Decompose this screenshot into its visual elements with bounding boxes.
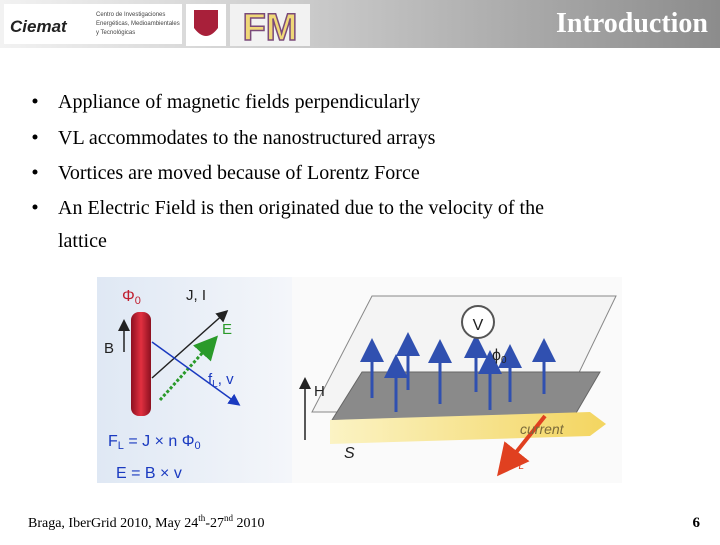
slide-title: Introduction: [556, 8, 708, 39]
sample-label: S: [344, 445, 355, 462]
voltmeter-label: V: [473, 317, 484, 334]
bullet-dot: [32, 98, 38, 104]
right-figure: V ϕ0 H current S fL: [292, 277, 622, 483]
h-label: H: [314, 383, 325, 400]
current-label: current: [520, 421, 565, 437]
force-label: fL, v: [208, 371, 234, 390]
force-label: fL: [514, 453, 524, 472]
bullet: Vortices are moved because of Lorentz Fo…: [58, 162, 420, 184]
formula-2: E = B × v: [116, 465, 182, 482]
arrow-e: [158, 335, 219, 402]
arrow-f: [151, 341, 241, 406]
bullet-dot: [32, 204, 38, 210]
flux-label: Φ0: [122, 288, 141, 307]
bullet: Appliance of magnetic fields perpendicul…: [58, 91, 420, 113]
flux-arrows: [360, 332, 556, 412]
page-number: 6: [693, 515, 701, 531]
bullet: An Electric Field is then originated due…: [58, 197, 544, 219]
fm-logo: FM: [243, 7, 298, 49]
left-figure: Φ0 J, I E B fL, v FL = J × n Φ0 E = B × …: [97, 277, 292, 483]
arrow-force: [497, 414, 547, 477]
bullet: lattice: [58, 230, 107, 252]
arrow-j: [151, 310, 229, 379]
bullet-list: Appliance of magnetic fields perpendicul…: [32, 91, 544, 252]
bullet: VL accommodates to the nanostructured ar…: [58, 127, 436, 149]
flux-label: ϕ0: [492, 347, 507, 366]
logo-name: Ciemat: [10, 17, 68, 36]
vortex-rod: [131, 312, 151, 416]
logo-box: [4, 4, 182, 44]
crest: [194, 10, 218, 36]
current-label: J, I: [186, 287, 206, 304]
logo-text: Centro de Investigaciones Energéticas, M…: [96, 12, 181, 36]
current-arrow: [330, 412, 606, 444]
voltmeter: [461, 305, 495, 339]
e-label: E: [222, 321, 232, 338]
formula-1: FL = J × n Φ0: [108, 433, 201, 452]
bullet-dot: [32, 169, 38, 175]
footer: Braga, IberGrid 2010, May 24th-27nd 2010: [28, 513, 264, 531]
b-label: B: [104, 340, 114, 357]
bullet-dot: [32, 134, 38, 140]
fm-box: [230, 4, 310, 46]
figure-bg: [97, 277, 292, 483]
